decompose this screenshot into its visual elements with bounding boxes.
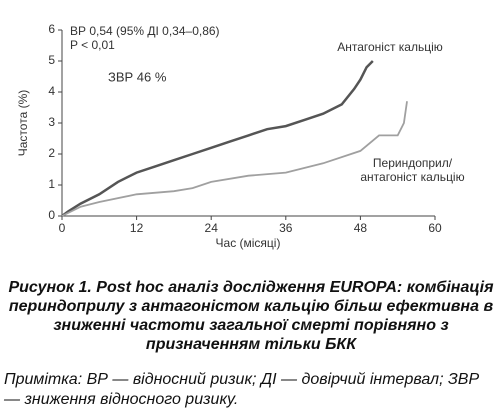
- x-tick-label: 0: [59, 221, 66, 235]
- caption: Рисунок 1. Post hoc аналіз дослідження E…: [8, 279, 494, 353]
- y-tick-label: 6: [48, 22, 55, 36]
- x-axis-label: Час (місяці): [216, 236, 281, 250]
- series-label: Антагоніст кальцію: [337, 40, 443, 54]
- x-tick-label: 48: [354, 221, 368, 235]
- x-tick-label: 24: [205, 221, 219, 235]
- series-line: [61, 60, 374, 218]
- y-axis-label: Частота (%): [16, 90, 30, 156]
- annotation: ВР 0,54 (95% ДІ 0,34–0,86): [70, 24, 220, 38]
- y-tick-label: 3: [48, 115, 55, 129]
- series-line: [61, 101, 408, 217]
- x-tick-label: 36: [279, 221, 293, 235]
- x-tick-label: 12: [130, 221, 144, 235]
- chart: ВР 0,54 (95% ДІ 0,34–0,86) P < 0,01 ЗВР …: [16, 22, 443, 250]
- annotation: P < 0,01: [70, 38, 115, 52]
- y-tick-label: 1: [48, 177, 55, 191]
- y-tick-label: 5: [48, 53, 55, 67]
- y-tick-label: 4: [48, 84, 55, 98]
- y-tick-label: 0: [48, 208, 55, 222]
- series-label: Периндоприл/ антагоніст кальцію: [360, 156, 465, 184]
- y-tick-label: 2: [48, 146, 55, 160]
- x-tick-label: 60: [428, 221, 442, 235]
- annotation: ЗВР 46 %: [108, 69, 167, 84]
- note: Примітка: ВР — відносний ризик; ДІ — дов…: [4, 371, 480, 408]
